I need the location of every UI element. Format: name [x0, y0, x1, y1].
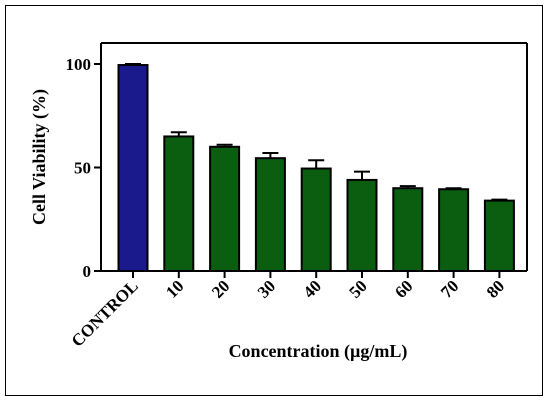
bar-10	[163, 135, 195, 272]
x-tick-label: 40	[300, 276, 325, 301]
x-tick-label: 70	[437, 276, 462, 301]
x-tick-label: 60	[391, 276, 416, 301]
bar-60	[392, 187, 424, 272]
x-tick-label: 50	[345, 276, 370, 301]
bar-control	[117, 64, 149, 272]
x-tick-label: 20	[208, 276, 233, 301]
x-axis-label: Concentration (µg/mL)	[229, 341, 408, 362]
bar-30	[254, 157, 286, 272]
x-tick-label: 30	[254, 276, 279, 301]
y-axis-label: Cell Viability (%)	[29, 89, 50, 225]
bar-20	[209, 145, 241, 272]
bar-50	[346, 178, 378, 272]
x-tick-label: 80	[483, 276, 508, 301]
y-tick-label: 50	[74, 159, 91, 178]
x-tick-label: CONTROL	[68, 276, 142, 350]
bar-70	[438, 188, 470, 272]
x-tick-label: 10	[162, 276, 187, 301]
bar-40	[300, 167, 332, 272]
y-tick-label: 0	[83, 262, 92, 281]
bar-80	[483, 199, 515, 272]
y-tick-label: 100	[66, 55, 92, 74]
